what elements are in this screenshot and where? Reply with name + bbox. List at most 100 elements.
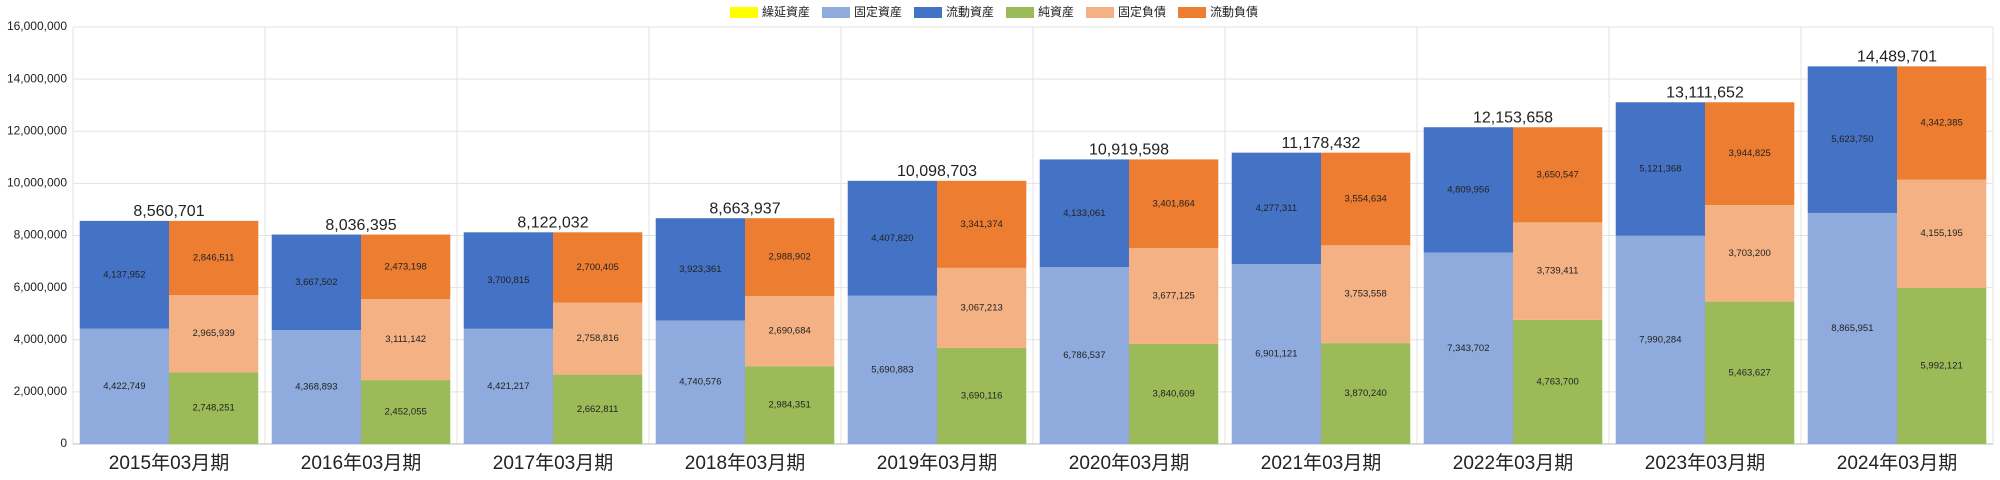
y-tick-label: 12,000,000 <box>7 123 67 137</box>
bar-segment <box>1231 264 1321 444</box>
bar-segment <box>655 218 745 321</box>
bar-segment <box>847 295 937 444</box>
value-label: 4,137,952 <box>103 269 145 280</box>
value-label: 7,990,284 <box>1639 334 1681 345</box>
bar-segment <box>361 299 451 381</box>
legend-swatch <box>1006 7 1034 18</box>
bar-segment <box>1423 127 1513 253</box>
value-label: 4,133,061 <box>1063 208 1105 219</box>
value-label: 3,703,200 <box>1729 248 1771 259</box>
bar-segment <box>553 302 643 375</box>
value-label: 5,623,750 <box>1831 134 1873 145</box>
y-tick-label: 8,000,000 <box>14 228 68 242</box>
bar-segment <box>271 234 361 331</box>
bar-segment <box>937 180 1027 268</box>
value-label: 4,407,820 <box>871 233 913 244</box>
x-tick-label: 2018年03月期 <box>685 452 805 474</box>
value-label: 5,992,121 <box>1921 360 1963 371</box>
value-label: 3,111,142 <box>385 334 426 345</box>
total-label: 8,560,701 <box>133 203 204 220</box>
legend-label: 純資産 <box>1038 4 1074 19</box>
value-label: 3,667,502 <box>295 277 337 288</box>
bar-segment <box>361 234 451 300</box>
x-tick-label: 2016年03月期 <box>301 452 421 474</box>
y-tick-label: 2,000,000 <box>14 384 68 398</box>
bar-segment <box>169 372 259 444</box>
value-label: 2,452,055 <box>385 407 427 418</box>
bar-segment <box>1705 205 1795 302</box>
legend-label: 固定負債 <box>1118 4 1166 19</box>
bar-segment <box>271 330 361 444</box>
legend-label: 繰延資産 <box>762 4 810 19</box>
value-label: 6,786,537 <box>1063 350 1105 361</box>
bar-segment <box>1129 159 1219 249</box>
value-label: 3,739,411 <box>1537 266 1579 277</box>
bar-segment <box>1705 102 1795 206</box>
value-label: 4,422,749 <box>103 381 145 392</box>
value-label: 2,700,405 <box>577 262 619 273</box>
legend-swatch <box>1178 7 1207 18</box>
total-label: 14,489,701 <box>1857 49 1937 66</box>
value-label: 2,662,811 <box>577 404 619 415</box>
value-label: 4,368,893 <box>295 382 337 393</box>
value-label: 2,846,511 <box>193 252 235 263</box>
bar-segment <box>463 232 553 329</box>
bar-segment <box>847 180 937 296</box>
bar-segment <box>1423 252 1513 444</box>
value-label: 3,944,825 <box>1729 148 1771 159</box>
y-tick-label: 6,000,000 <box>14 280 68 294</box>
value-label: 2,984,351 <box>769 400 811 411</box>
value-label: 3,690,116 <box>961 390 1003 401</box>
y-tick-label: 16,000,000 <box>7 19 67 33</box>
total-label: 11,178,432 <box>1282 135 1361 152</box>
total-label: 12,153,658 <box>1473 109 1553 126</box>
bar-segment <box>553 232 643 303</box>
value-label: 4,421,217 <box>487 381 529 392</box>
bar-segment <box>1231 152 1321 265</box>
value-label: 5,690,883 <box>871 364 913 375</box>
value-label: 2,748,251 <box>193 403 235 414</box>
bar-segment <box>1615 102 1705 236</box>
legend-label: 流動負債 <box>1210 4 1258 19</box>
x-tick-label: 2015年03月期 <box>109 452 229 474</box>
value-label: 3,554,634 <box>1345 193 1387 204</box>
x-tick-label: 2017年03月期 <box>493 452 613 474</box>
total-label: 8,122,032 <box>517 215 588 232</box>
y-tick-label: 0 <box>60 436 67 450</box>
bar-segment <box>655 320 745 444</box>
y-tick-label: 4,000,000 <box>14 332 68 346</box>
total-label: 10,098,703 <box>897 163 977 180</box>
x-tick-label: 2019年03月期 <box>877 452 997 474</box>
legend-swatch <box>913 7 942 18</box>
bar-segment <box>169 220 259 296</box>
value-label: 3,677,125 <box>1153 291 1195 302</box>
x-tick-label: 2024年03月期 <box>1837 452 1957 474</box>
value-label: 3,753,558 <box>1345 289 1387 300</box>
value-label: 4,763,700 <box>1537 376 1579 387</box>
total-label: 8,036,395 <box>325 217 396 234</box>
value-label: 3,700,815 <box>487 275 529 286</box>
bar-segment <box>1897 287 1987 444</box>
bar-segment <box>745 366 835 444</box>
legend-swatch <box>821 7 850 18</box>
bar-segment <box>1513 319 1603 444</box>
value-label: 3,401,864 <box>1153 198 1195 209</box>
total-label: 8,663,937 <box>709 200 780 217</box>
bar-segment <box>745 218 835 297</box>
bar-segment <box>1321 245 1411 344</box>
value-label: 3,067,213 <box>961 302 1003 313</box>
legend-swatch <box>729 7 758 18</box>
x-tick-label: 2022年03月期 <box>1453 452 1573 474</box>
value-label: 3,840,609 <box>1153 388 1195 399</box>
value-label: 3,341,374 <box>961 219 1003 230</box>
bar-segment <box>1897 66 1987 180</box>
bar-segment <box>1039 267 1129 444</box>
total-label: 13,111,652 <box>1666 84 1744 101</box>
value-label: 6,901,121 <box>1255 349 1297 360</box>
x-tick-label: 2020年03月期 <box>1069 452 1189 474</box>
bar-segment <box>1321 343 1411 444</box>
bar-segment <box>937 347 1027 444</box>
value-label: 2,988,902 <box>769 252 811 263</box>
bar-segment <box>1513 222 1603 320</box>
